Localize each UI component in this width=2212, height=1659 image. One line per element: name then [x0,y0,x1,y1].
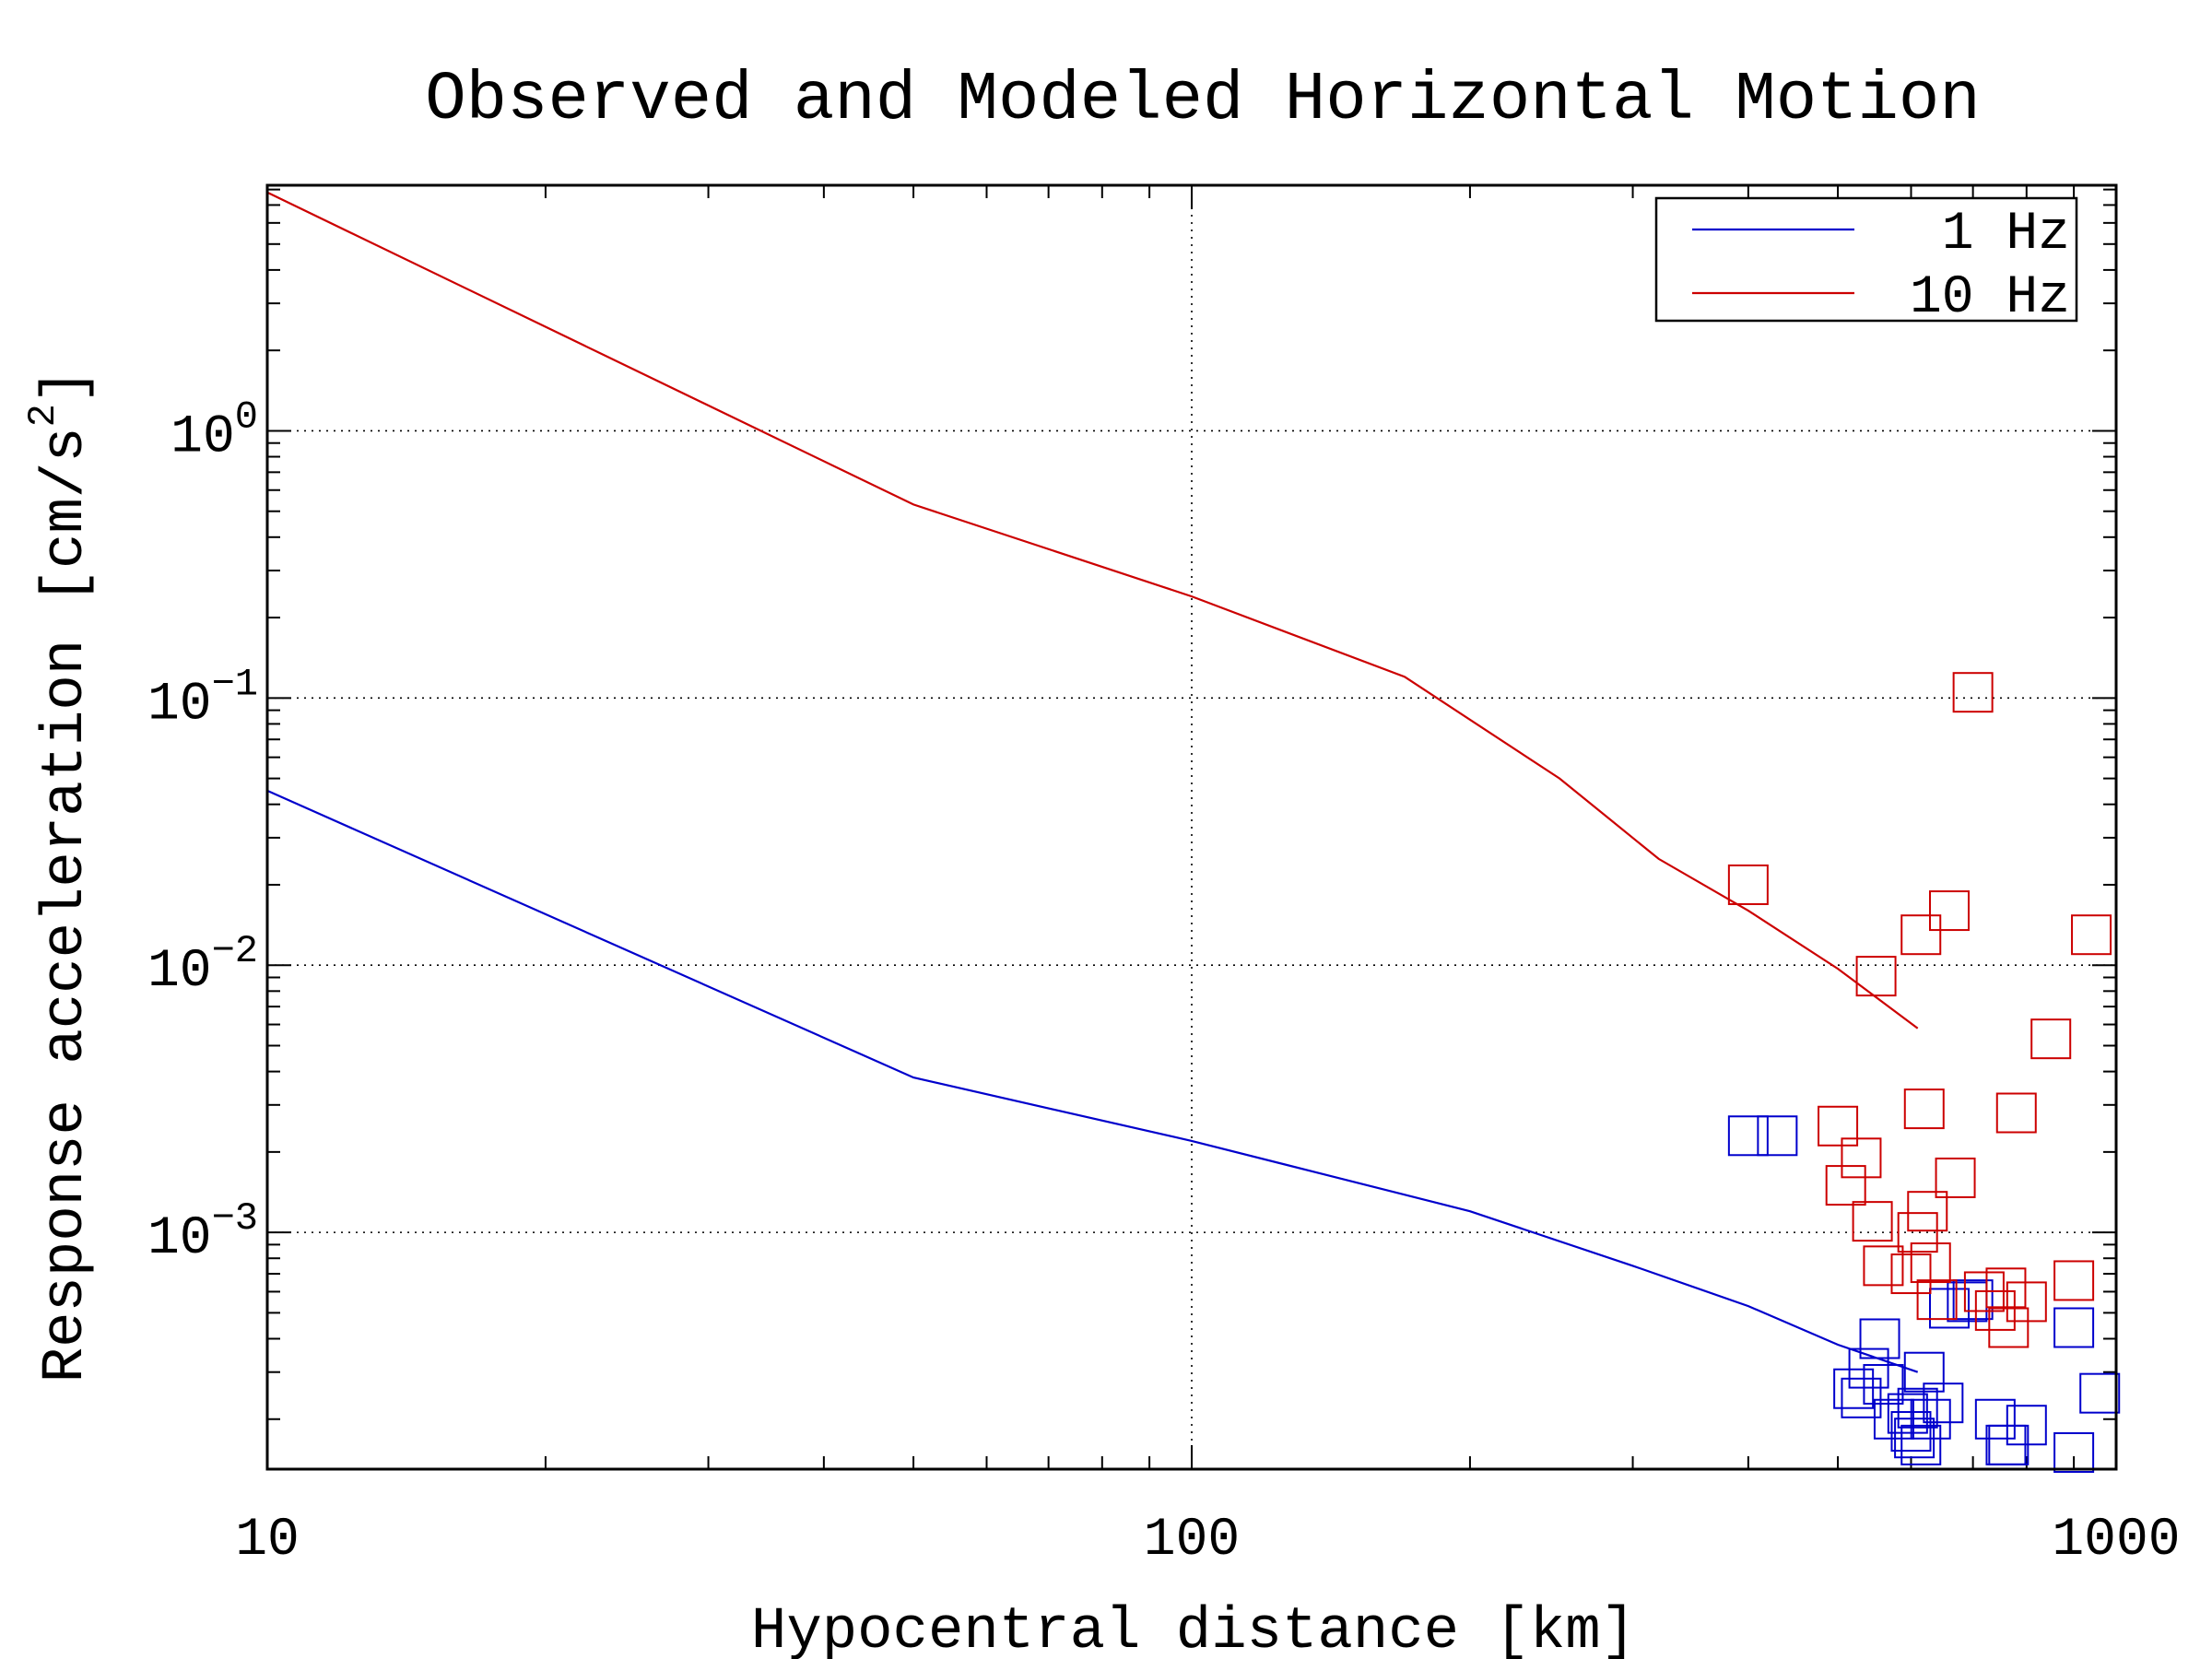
observed-point-2 [1818,1105,1859,1147]
series-line-2 [266,191,1919,1030]
observed-point-2 [1852,1201,1893,1242]
y-tick-label-exp: −3 [212,1196,258,1241]
y-axis-label: Response acceleration [cm/s2] [21,369,100,1383]
observed-point-2 [1907,1191,1948,1232]
y-axis-label-sup: 2 [21,404,65,427]
observed-point-2 [2071,914,2112,956]
observed-point-1 [1897,1387,1938,1429]
observed-point-2 [1929,890,1971,932]
observed-point-1 [1841,1377,1882,1418]
axis-minor-ticks [266,185,2116,1469]
observed-point-2 [1952,672,1994,713]
legend-box [1654,196,2078,323]
observed-point-1 [2079,1372,2121,1414]
observed-point-1 [1833,1368,1875,1409]
observed-point-1 [1910,1398,1951,1440]
y-tick-label: 10−1 [147,662,258,735]
observed-point-2 [1910,1242,1951,1284]
y-tick-label-base: 10 [147,1209,212,1269]
observed-point-2 [1935,1157,1976,1198]
y-axis-label-end: ] [33,369,100,404]
observed-point-1 [1900,1424,1942,1465]
observed-point-2 [1727,864,1769,905]
y-tick-label: 10−3 [147,1196,258,1269]
observed-point-2 [1916,1279,1958,1321]
observed-point-2 [1988,1307,2030,1348]
observed-point-1 [2053,1307,2095,1348]
observed-point-2 [2030,1018,2072,1060]
observed-point-1 [1848,1347,1889,1389]
observed-point-2 [1825,1165,1866,1206]
y-tick-label-exp: 0 [235,394,258,439]
observed-point-2 [1974,1289,2016,1331]
x-tick-label: 1000 [2052,1511,2180,1571]
series-lines [266,191,1919,1373]
observed-points [1727,672,2121,1473]
observed-point-2 [2053,1260,2095,1301]
observed-point-1 [1757,1115,1798,1157]
observed-point-2 [1855,956,1897,997]
observed-point-1 [1952,1279,1994,1321]
y-tick-label-base: 10 [147,942,212,1002]
legend-label-1: 1 Hz [1942,205,2070,265]
y-tick-label-exp: −1 [212,662,258,706]
observed-point-1 [1929,1288,1971,1329]
y-axis-label-main: Response acceleration [cm/s [33,427,100,1382]
series-line-1 [266,789,1919,1373]
plot-frame [265,183,2118,1471]
y-tick-label: 10−2 [147,929,258,1002]
observed-point-1 [1859,1318,1900,1359]
x-tick-label: 100 [1144,1511,1240,1571]
observed-point-1 [1863,1363,1904,1405]
x-tick-labels: 10 100 1000 [235,1511,2180,1571]
observed-point-1 [1887,1393,1928,1434]
observed-point-2 [1863,1245,1904,1287]
observed-point-1 [1923,1382,1964,1424]
y-tick-label-base: 10 [171,407,235,467]
x-tick-label: 10 [235,1511,300,1571]
grid-lines [267,185,2116,1469]
observed-point-1 [2053,1431,2095,1473]
observed-point-2 [1900,914,1942,956]
observed-point-2 [1903,1088,1945,1130]
chart-title: Observed and Modeled Horizontal Motion [425,62,1980,139]
y-tick-label: 100 [171,394,258,467]
observed-point-2 [1841,1137,1882,1179]
observed-point-2 [2006,1281,2047,1323]
legend-label-2: 10 Hz [1910,268,2070,328]
observed-point-2 [1897,1212,1938,1253]
x-axis-label: Hypocentral distance [km] [751,1599,1636,1659]
observed-point-1 [1727,1115,1769,1157]
observed-point-1 [1974,1398,2016,1440]
observed-point-1 [2006,1405,2047,1446]
observed-point-2 [1995,1092,2037,1134]
y-tick-label-base: 10 [147,675,212,735]
observed-point-2 [1985,1267,2027,1309]
y-tick-label-exp: −2 [212,929,258,973]
